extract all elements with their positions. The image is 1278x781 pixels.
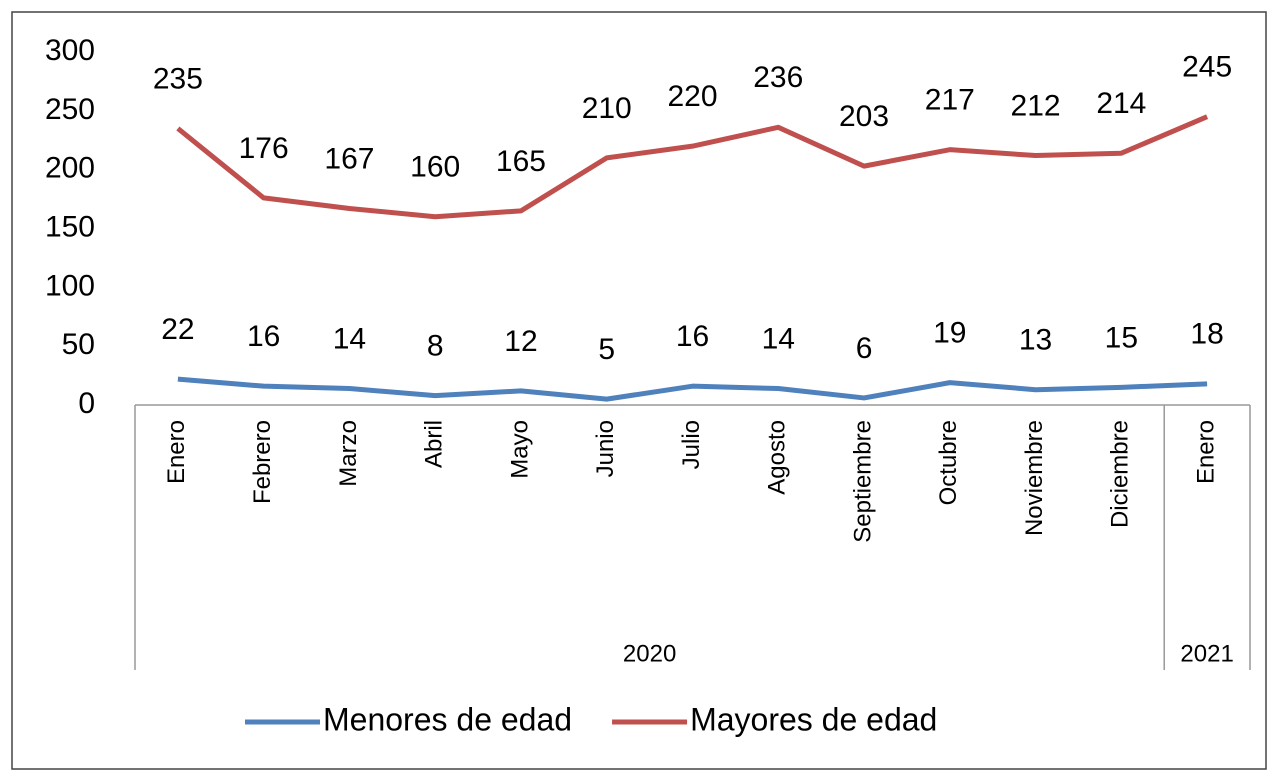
x-tick-label: Diciembre [1107,420,1134,528]
data-label: 212 [1011,89,1061,122]
y-tick-label: 200 [45,152,95,185]
data-label: 245 [1182,51,1232,84]
data-label: 167 [324,142,374,175]
x-tick-label: Enero [163,420,190,484]
data-label: 214 [1096,87,1146,120]
data-label: 8 [427,330,444,363]
chart-border [11,11,1267,770]
x-tick-label: Octubre [935,420,962,505]
series-line [177,376,1208,402]
y-tick-label: 100 [45,269,95,302]
y-tick-label: 150 [45,210,95,243]
data-label: 19 [933,317,966,350]
x-tick-label: Mayo [506,420,533,479]
data-label: 217 [925,84,975,117]
data-label: 18 [1190,318,1223,351]
data-label: 236 [753,61,803,94]
x-tick-label: Noviembre [1021,420,1048,536]
data-label: 160 [410,151,460,184]
data-label: 165 [496,145,546,178]
data-label: 15 [1105,321,1138,354]
x-tick-label: Julio [678,420,705,469]
series-line [176,114,1209,220]
legend-label: Mayores de edad [690,701,937,737]
x-tick-label: Septiembre [849,420,876,543]
data-label: 13 [1019,324,1052,357]
data-label: 16 [247,320,280,353]
data-label: 203 [839,100,889,133]
y-tick-label: 0 [78,387,95,420]
data-label: 14 [762,322,795,355]
data-label: 176 [239,132,289,165]
x-tick-label: Marzo [335,420,362,487]
data-label: 16 [676,320,709,353]
x-tick-label: Enero [1192,420,1219,484]
y-tick-label: 250 [45,93,95,126]
data-label: 5 [598,333,615,366]
x-tick-label: Febrero [249,420,276,504]
y-tick-label: 50 [62,328,95,361]
group-label: 2020 [623,640,676,667]
data-label: 22 [161,313,194,346]
data-label: 12 [504,325,537,358]
data-label: 235 [153,62,203,95]
group-label: 2021 [1180,640,1233,667]
data-label: 6 [856,332,873,365]
data-label: 210 [582,92,632,125]
data-label: 14 [333,322,366,355]
x-tick-label: Abril [421,420,448,468]
y-tick-label: 300 [45,34,95,67]
data-label: 220 [667,80,717,113]
legend-label: Menores de edad [323,701,572,737]
x-tick-label: Junio [592,420,619,477]
x-tick-label: Agosto [764,420,791,495]
